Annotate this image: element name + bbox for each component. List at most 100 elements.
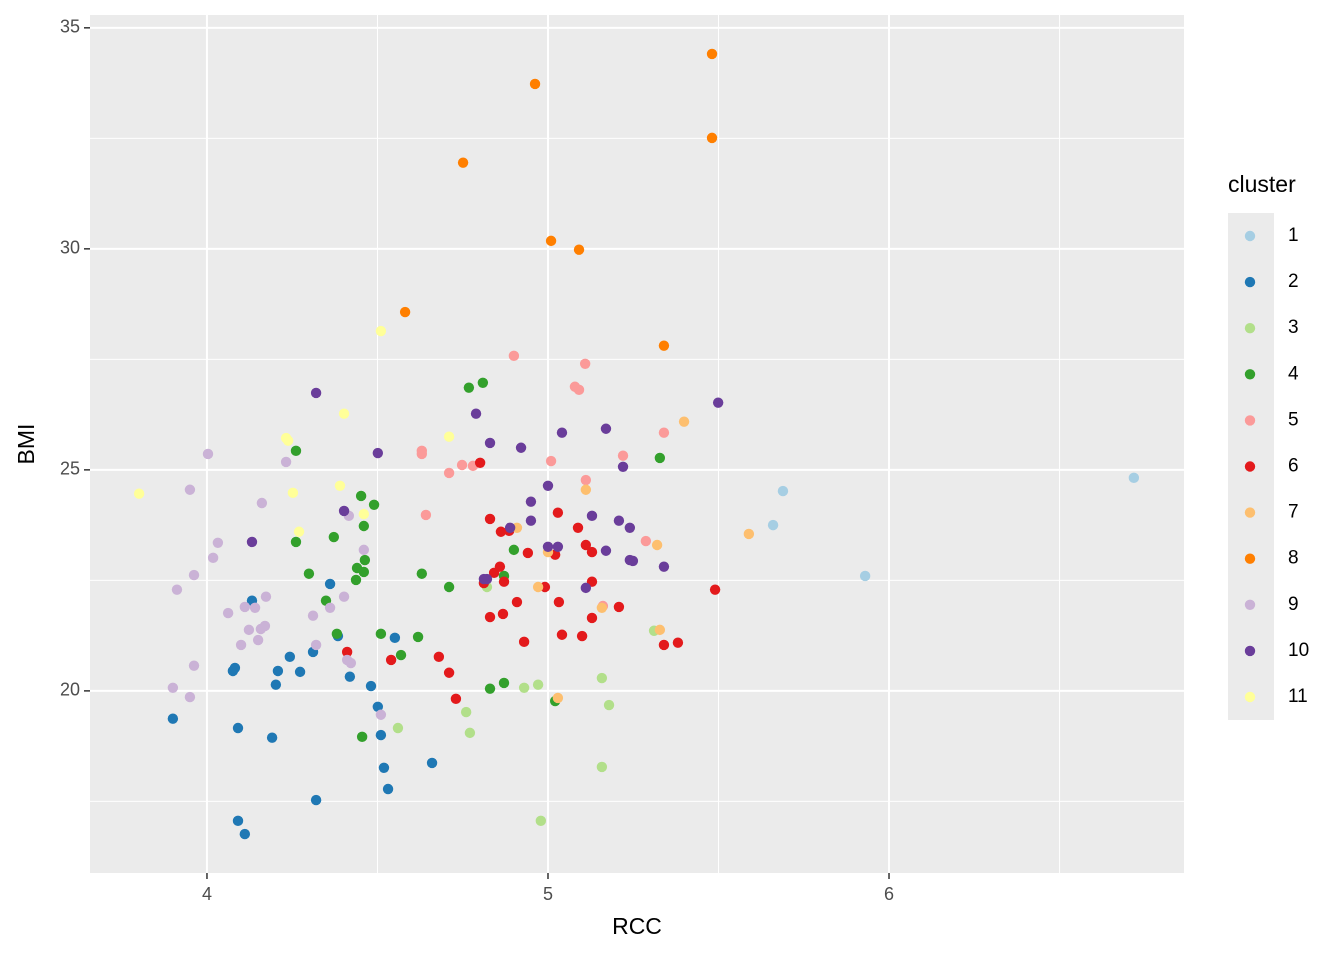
point <box>556 629 568 640</box>
legend-title: cluster <box>1228 171 1296 197</box>
point <box>202 448 214 460</box>
point <box>365 680 377 692</box>
point <box>293 526 305 537</box>
legend-label: 2 <box>1288 271 1299 292</box>
point <box>229 662 241 674</box>
legend-marker <box>1244 507 1256 518</box>
point <box>416 568 428 579</box>
legend-marker <box>1244 369 1256 380</box>
point <box>678 416 690 427</box>
point <box>617 450 629 461</box>
point <box>359 554 371 566</box>
point <box>617 461 629 472</box>
point <box>508 350 520 362</box>
point <box>474 457 486 468</box>
point <box>484 683 496 694</box>
point <box>443 581 455 593</box>
point <box>389 632 401 644</box>
point <box>525 515 537 526</box>
point <box>375 709 387 720</box>
point <box>706 48 718 60</box>
point <box>338 591 350 602</box>
point <box>658 427 670 438</box>
point <box>355 490 367 502</box>
point <box>572 522 584 533</box>
point <box>498 576 510 587</box>
point <box>232 815 244 827</box>
point <box>658 561 670 572</box>
legend-marker <box>1244 230 1256 242</box>
point <box>433 651 445 663</box>
point <box>525 496 537 507</box>
point <box>553 596 565 608</box>
point <box>552 507 564 518</box>
point <box>385 654 397 666</box>
point <box>416 448 428 460</box>
point <box>235 639 247 651</box>
point <box>627 555 639 567</box>
point <box>338 505 350 517</box>
point <box>706 132 718 144</box>
point <box>654 452 666 464</box>
point <box>556 427 568 438</box>
legend-marker <box>1244 645 1256 657</box>
point <box>338 408 350 419</box>
point <box>350 574 362 586</box>
point <box>207 552 219 564</box>
point <box>356 731 368 743</box>
point <box>395 649 407 661</box>
point <box>596 672 608 684</box>
point <box>743 528 755 540</box>
point <box>239 601 251 613</box>
point <box>600 423 612 434</box>
y-axis-title: BMI <box>13 424 39 465</box>
point <box>586 612 598 624</box>
legend-label: 11 <box>1288 686 1308 707</box>
point <box>450 693 462 705</box>
point <box>518 636 530 648</box>
point <box>375 628 387 640</box>
point <box>767 519 779 531</box>
legend-marker <box>1244 461 1256 472</box>
point <box>212 537 224 548</box>
point <box>494 561 506 572</box>
point <box>535 815 547 827</box>
point <box>504 522 516 533</box>
legend-marker <box>1244 599 1256 610</box>
point <box>859 570 871 582</box>
point <box>580 539 592 551</box>
point <box>256 497 268 509</box>
point <box>188 569 200 581</box>
legend-label: 1 <box>1288 225 1299 246</box>
point <box>167 713 179 724</box>
point <box>498 677 510 689</box>
point <box>266 732 278 743</box>
legend-label: 6 <box>1288 456 1299 477</box>
legend-marker <box>1244 276 1256 288</box>
point <box>518 682 530 693</box>
point <box>484 611 496 623</box>
point <box>252 634 264 646</box>
point <box>709 584 721 595</box>
point <box>522 547 534 559</box>
point <box>470 408 482 419</box>
point <box>463 382 475 393</box>
point <box>375 729 387 741</box>
panel <box>90 15 1184 873</box>
legend-marker <box>1244 691 1256 703</box>
point <box>654 624 666 636</box>
point <box>658 340 670 351</box>
point <box>515 442 527 453</box>
point <box>399 306 411 318</box>
point <box>529 78 541 90</box>
point <box>580 484 592 495</box>
x-tick-label: 5 <box>543 884 553 904</box>
point <box>188 660 200 671</box>
legend-label: 8 <box>1288 548 1299 569</box>
point <box>310 639 322 651</box>
point <box>290 536 302 548</box>
point <box>246 536 258 548</box>
point <box>542 541 554 552</box>
point <box>334 480 346 491</box>
